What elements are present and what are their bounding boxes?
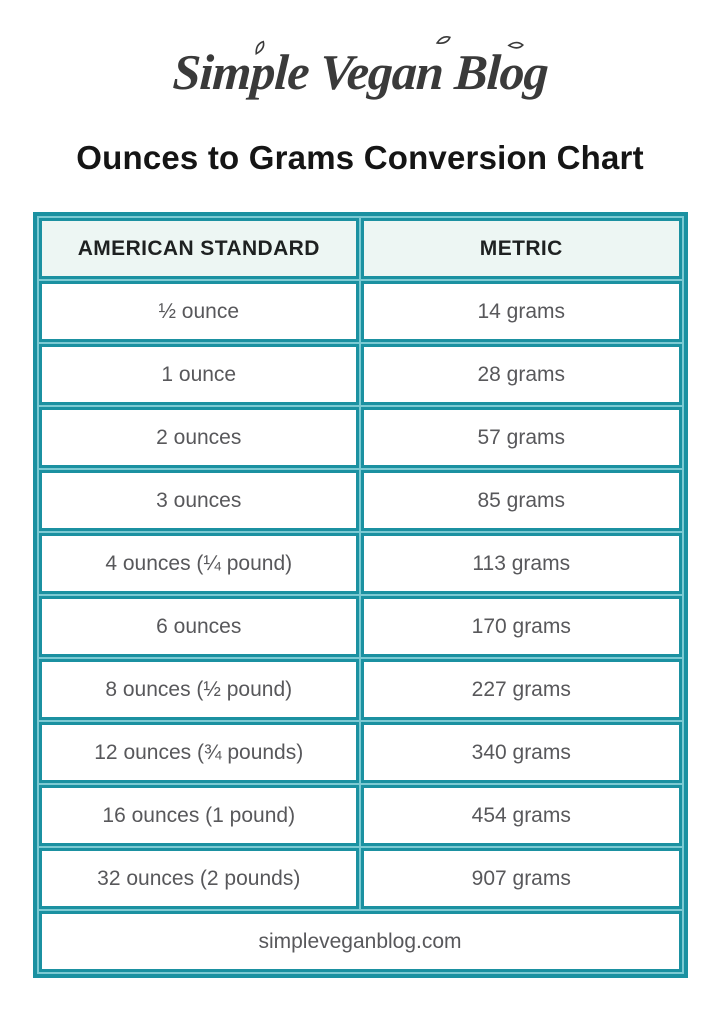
metric-cell: 907 grams [361,848,682,909]
leaf-icon [435,32,458,49]
table-row: 12 ounces (¾ pounds) 340 grams [38,722,682,783]
metric-cell: 28 grams [361,344,682,405]
american-standard-cell: ½ ounce [38,281,359,342]
metric-cell: 340 grams [361,722,682,783]
table-row: 16 ounces (1 pound) 454 grams [38,785,682,846]
logo: Simple Vegan Blog [0,0,720,110]
metric-cell: 227 grams [361,659,682,720]
leaf-icon [250,37,273,57]
column-header-metric: METRIC [361,218,682,279]
american-standard-cell: 32 ounces (2 pounds) [38,848,359,909]
american-standard-cell: 2 ounces [38,407,359,468]
metric-cell: 170 grams [361,596,682,657]
table-row: 32 ounces (2 pounds) 907 grams [38,848,682,909]
conversion-table: AMERICAN STANDARD METRIC ½ ounce 14 gram… [32,212,688,978]
leaf-icon [506,35,530,57]
table-row: 8 ounces (½ pound) 227 grams [38,659,682,720]
column-header-american-standard: AMERICAN STANDARD [38,218,359,279]
metric-cell: 113 grams [361,533,682,594]
table-row: ½ ounce 14 grams [38,281,682,342]
american-standard-cell: 12 ounces (¾ pounds) [38,722,359,783]
table-footer-row: simpleveganblog.com [38,911,682,972]
table-row: 1 ounce 28 grams [38,344,682,405]
american-standard-cell: 16 ounces (1 pound) [38,785,359,846]
american-standard-cell: 6 ounces [38,596,359,657]
table-row: 4 ounces (¼ pound) 113 grams [38,533,682,594]
metric-cell: 454 grams [361,785,682,846]
table-header-row: AMERICAN STANDARD METRIC [38,218,682,279]
website-footer-cell: simpleveganblog.com [38,911,682,972]
table-row: 6 ounces 170 grams [38,596,682,657]
american-standard-cell: 3 ounces [38,470,359,531]
metric-cell: 57 grams [361,407,682,468]
logo-text: Simple Vegan Blog [171,44,549,100]
page-title: Ounces to Grams Conversion Chart [76,139,644,176]
american-standard-cell: 8 ounces (½ pound) [38,659,359,720]
metric-cell: 85 grams [361,470,682,531]
american-standard-cell: 4 ounces (¼ pound) [38,533,359,594]
american-standard-cell: 1 ounce [38,344,359,405]
metric-cell: 14 grams [361,281,682,342]
table-row: 2 ounces 57 grams [38,407,682,468]
table-row: 3 ounces 85 grams [38,470,682,531]
